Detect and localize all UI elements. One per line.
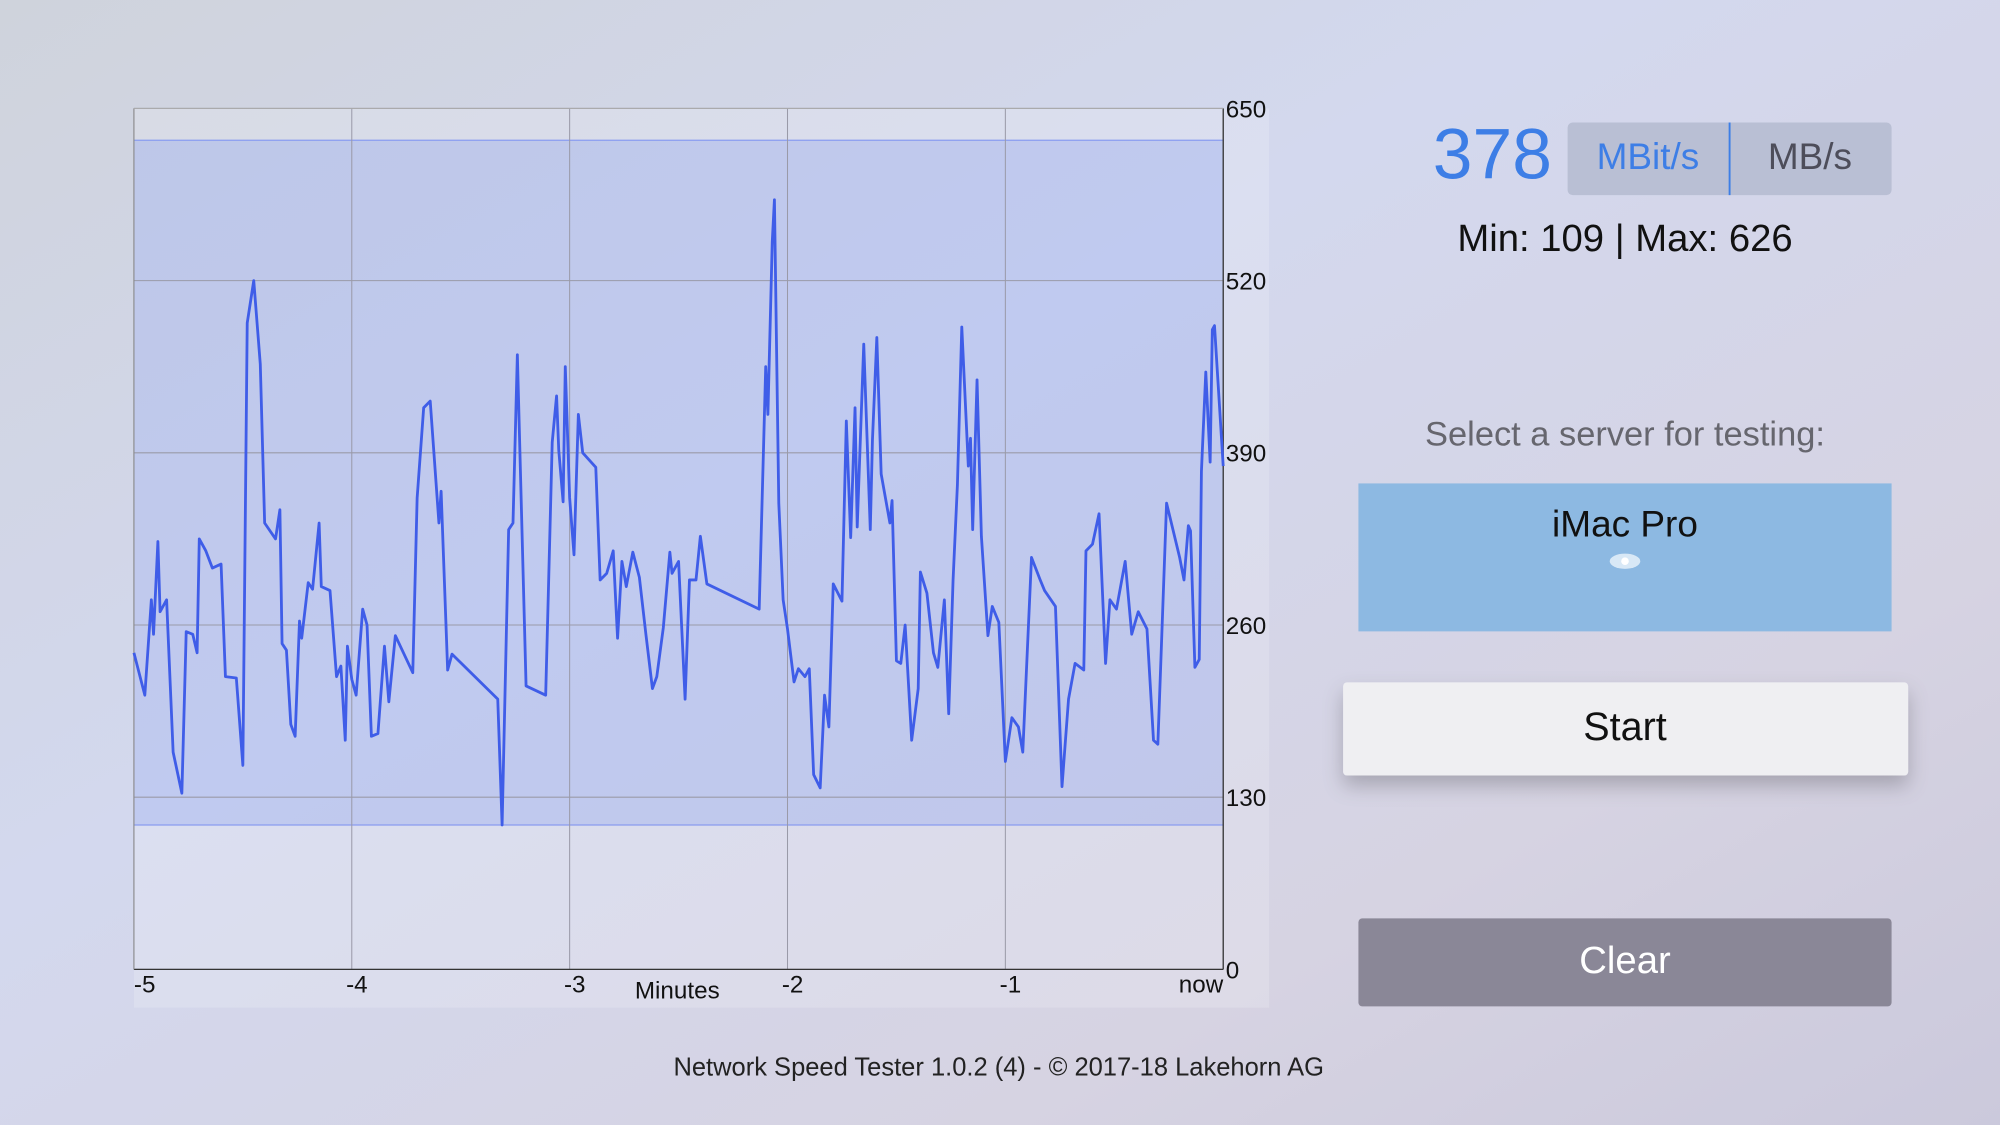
speed-line [132,198,1225,827]
y-tick-label: 260 [1226,613,1266,640]
current-speed: 378 [1433,114,1552,194]
server-name: iMac Pro [1552,504,1698,545]
x-tick-label: -1 [1000,971,1022,998]
y-tick-label: 390 [1226,441,1266,468]
min-label: Min: [1457,217,1529,260]
unit-option[interactable]: MB/s [1768,136,1852,177]
x-tick-label: -3 [564,971,586,998]
footer: Network Speed Tester 1.0.2 (4) - © 2017-… [673,1054,1324,1082]
max-label: Max: [1635,217,1718,260]
clear-label: Clear [1579,939,1671,982]
x-tick-label: -5 [134,971,156,998]
clear-button[interactable] [1358,918,1892,1007]
eye-pupil [1621,557,1629,566]
max-value: 626 [1729,217,1793,260]
y-tick-label: 520 [1226,269,1266,296]
x-tick-label: now [1179,971,1224,998]
start-button[interactable] [1343,682,1909,776]
separator: | [1615,217,1625,260]
chart: 0 130 260 390 520 650 -5 -4 -3 -2 -1 now Minutes [132,96,1266,1005]
x-tick-label: -2 [782,971,804,998]
min-max-band [133,140,1224,826]
y-tick-label: 0 [1226,957,1239,984]
start-label: Start [1583,705,1666,749]
min-value: 109 [1540,217,1604,260]
y-tick-label: 650 [1226,96,1266,123]
server-prompt: Select a server for testing: [1425,415,1825,453]
y-tick-label: 130 [1226,785,1266,812]
min-max: Min: 109 | Max: 626 [1457,217,1792,260]
chart-panel [133,108,1270,1008]
x-axis-label: Minutes [635,978,720,1005]
unit-option[interactable]: MBit/s [1597,136,1700,177]
x-tick-label: -4 [346,971,368,998]
